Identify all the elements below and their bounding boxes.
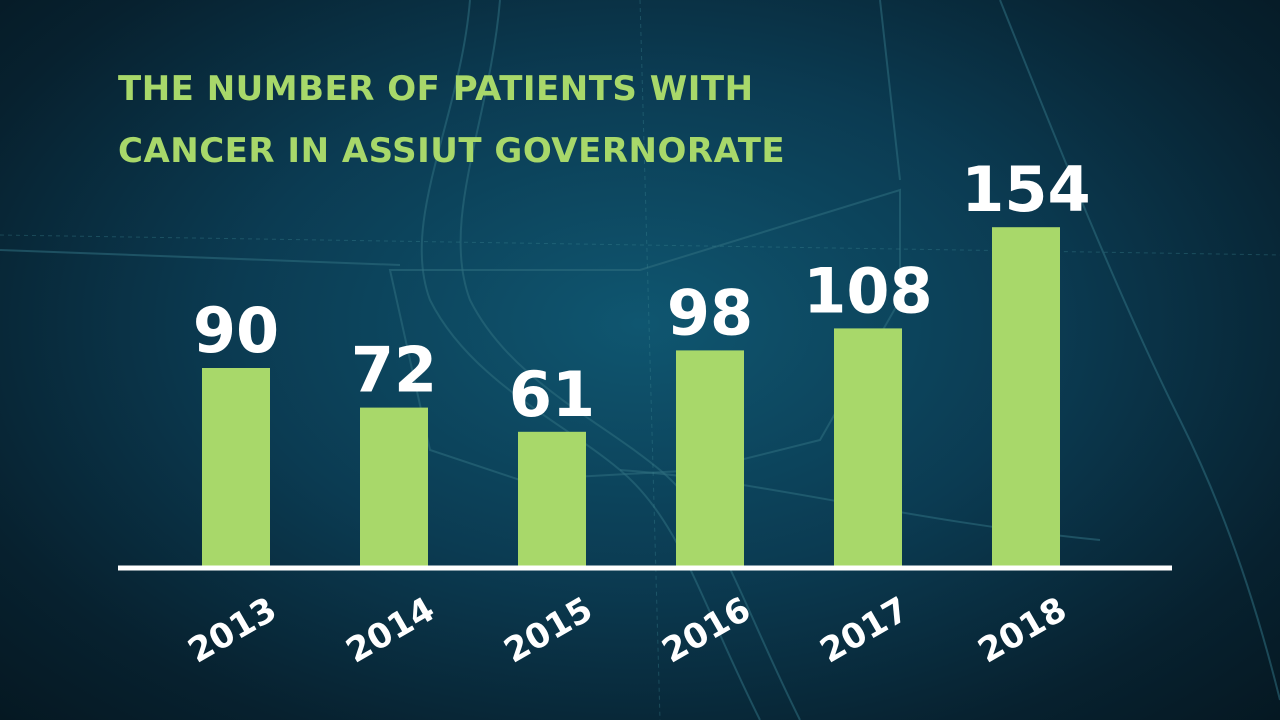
- bar-2017: [834, 328, 902, 566]
- data-label-2013: 90: [193, 294, 279, 367]
- data-label-2015: 61: [509, 358, 595, 431]
- chart-title-line-2: CANCER IN ASSIUT GOVERNORATE: [118, 131, 786, 171]
- bar-2016: [676, 350, 744, 566]
- bar-2015: [518, 431, 586, 566]
- x-tick-2016: 2016: [656, 589, 758, 671]
- bar-2018: [992, 227, 1060, 566]
- x-tick-2018: 2018: [972, 589, 1074, 671]
- chart-title-line-1: THE NUMBER OF PATIENTS WITH: [118, 69, 754, 109]
- x-tick-2017: 2017: [814, 589, 916, 671]
- x-tick-2013: 2013: [182, 589, 284, 671]
- x-tick-2015: 2015: [498, 589, 600, 671]
- data-label-2018: 154: [961, 153, 1090, 226]
- bar-2013: [202, 368, 270, 566]
- data-label-2014: 72: [351, 334, 437, 407]
- bar-2014: [360, 407, 428, 566]
- chart-title: THE NUMBER OF PATIENTS WITH CANCER IN AS…: [118, 58, 878, 182]
- data-label-2016: 98: [667, 276, 753, 349]
- x-tick-2014: 2014: [340, 589, 442, 671]
- data-label-2017: 108: [803, 254, 932, 327]
